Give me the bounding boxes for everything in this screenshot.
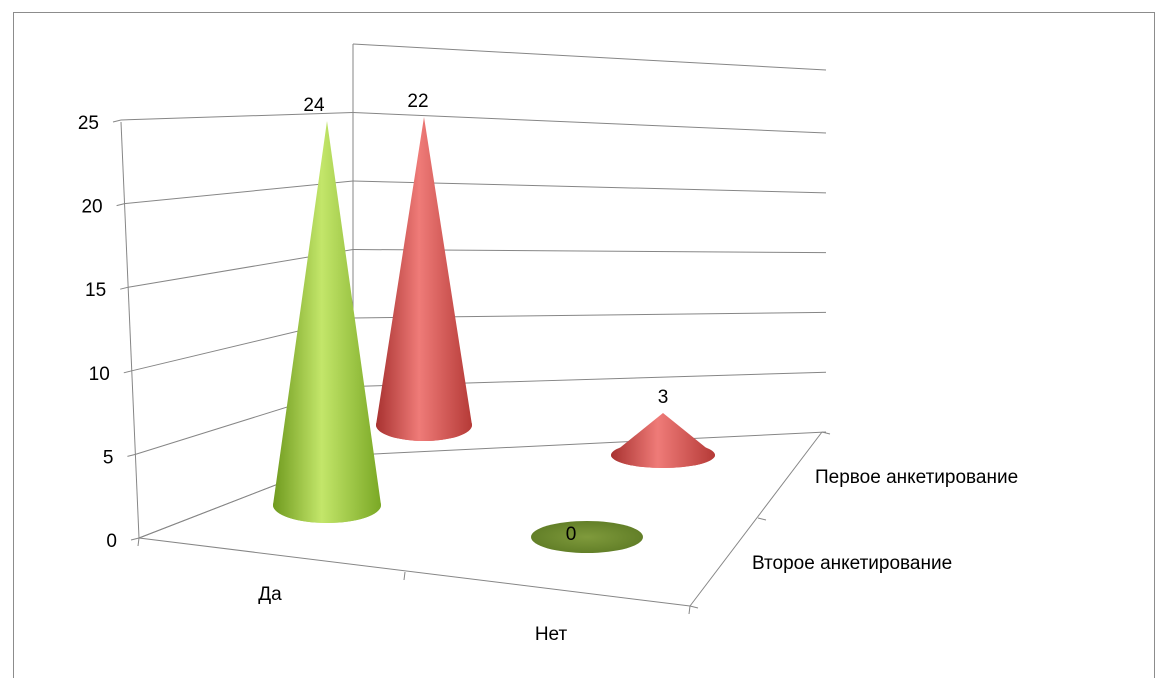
y-tick-mark <box>116 203 125 207</box>
y-tick-label: 5 <box>103 447 114 468</box>
cone-body <box>273 121 381 523</box>
cone-body <box>376 117 472 441</box>
series-axis-label: Второе анкетирование <box>752 553 952 574</box>
gridline-back-wall <box>352 431 827 456</box>
gridline-back-wall <box>352 112 827 134</box>
cone-0-1 <box>531 521 643 553</box>
data-label: 0 <box>566 524 577 545</box>
y-tick-label: 25 <box>78 113 99 134</box>
y-tick-label: 20 <box>81 197 102 218</box>
depth-tick-mark <box>689 605 699 609</box>
gridline-left-wall <box>120 112 354 121</box>
depth-tick-mark <box>757 517 767 521</box>
chart-marks <box>273 117 715 553</box>
x-axis-line <box>138 537 691 607</box>
data-label: 22 <box>407 91 428 112</box>
y-tick-mark <box>123 370 132 374</box>
y-tick-mark <box>112 119 122 123</box>
cone-1-1 <box>611 413 715 468</box>
y-tick-mark <box>120 286 129 290</box>
y-axis-line <box>120 121 140 539</box>
y-tick-mark <box>130 537 140 541</box>
y-tick-mark <box>127 453 136 457</box>
x-tick-mark <box>137 537 140 547</box>
cone-body <box>611 413 715 468</box>
category-label: Нет <box>535 624 568 645</box>
depth-tick-mark <box>821 431 831 435</box>
depth-axis-line <box>689 431 823 607</box>
series-axis-label: Первое анкетирование <box>815 467 1018 488</box>
gridline-left-wall <box>124 180 354 205</box>
cone-flat <box>531 521 643 553</box>
x-tick-mark <box>688 605 691 615</box>
x-tick-mark <box>403 571 406 581</box>
data-labels: 22 3 24 0 <box>303 91 668 545</box>
data-label: 24 <box>303 95 325 116</box>
cone-1-0 <box>376 117 472 441</box>
y-tick-label: 15 <box>85 280 106 301</box>
data-label: 3 <box>658 387 669 408</box>
cone-0-0 <box>273 121 381 523</box>
y-tick-label: 0 <box>106 531 117 552</box>
axis-labels: 0 5 10 15 20 25 Да Нет Второе анкетирование Перво… <box>78 113 1018 645</box>
back-wall-top <box>352 43 827 71</box>
category-label: Да <box>258 584 282 605</box>
chart-walls <box>112 43 831 615</box>
y-tick-label: 10 <box>89 364 110 385</box>
